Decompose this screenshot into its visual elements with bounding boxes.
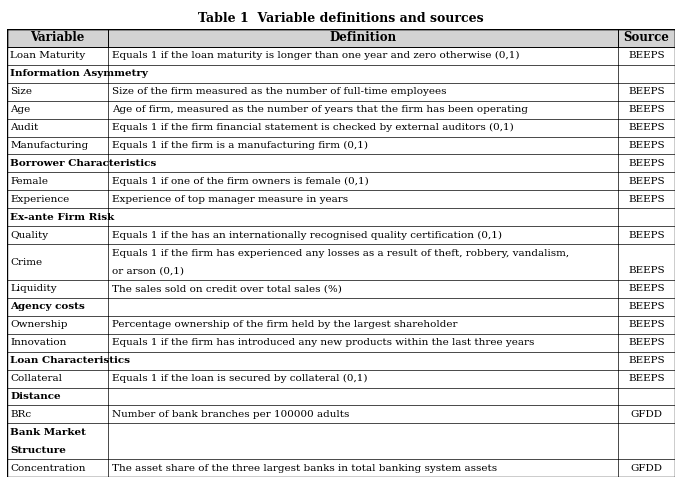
Text: BRc: BRc bbox=[10, 410, 31, 419]
Text: Crime: Crime bbox=[10, 257, 42, 267]
Text: Equals 1 if one of the firm owners is female (0,1): Equals 1 if one of the firm owners is fe… bbox=[112, 177, 368, 186]
Text: BEEPS: BEEPS bbox=[628, 159, 665, 168]
Text: BEEPS: BEEPS bbox=[628, 356, 665, 365]
Text: Equals 1 if the has an internationally recognised quality certification (0,1): Equals 1 if the has an internationally r… bbox=[112, 230, 502, 240]
Text: Borrower Characteristics: Borrower Characteristics bbox=[10, 159, 156, 168]
Text: Structure: Structure bbox=[10, 446, 66, 455]
Text: GFDD: GFDD bbox=[630, 410, 662, 419]
Text: Size: Size bbox=[10, 87, 32, 96]
Text: BEEPS: BEEPS bbox=[628, 230, 665, 240]
Text: Quality: Quality bbox=[10, 230, 48, 240]
Text: Ex-ante Firm Risk: Ex-ante Firm Risk bbox=[10, 213, 115, 222]
Text: Size of the firm measured as the number of full-time employees: Size of the firm measured as the number … bbox=[112, 87, 446, 96]
Text: BEEPS: BEEPS bbox=[628, 141, 665, 150]
Text: Information Asymmetry: Information Asymmetry bbox=[10, 69, 148, 78]
Text: Percentage ownership of the firm held by the largest shareholder: Percentage ownership of the firm held by… bbox=[112, 320, 457, 329]
Text: Agency costs: Agency costs bbox=[10, 302, 85, 311]
Text: Audit: Audit bbox=[10, 123, 38, 132]
Text: BEEPS: BEEPS bbox=[628, 284, 665, 294]
Text: Source: Source bbox=[623, 31, 669, 44]
Text: BEEPS: BEEPS bbox=[628, 195, 665, 204]
Text: Age: Age bbox=[10, 105, 31, 114]
Text: Concentration: Concentration bbox=[10, 464, 86, 473]
Text: Table 1  Variable definitions and sources: Table 1 Variable definitions and sources bbox=[198, 12, 484, 25]
Text: Equals 1 if the firm is a manufacturing firm (0,1): Equals 1 if the firm is a manufacturing … bbox=[112, 141, 368, 150]
Text: BEEPS: BEEPS bbox=[628, 302, 665, 311]
Text: The sales sold on credit over total sales (%): The sales sold on credit over total sale… bbox=[112, 284, 342, 294]
Text: BEEPS: BEEPS bbox=[628, 51, 665, 60]
Text: Liquidity: Liquidity bbox=[10, 284, 57, 294]
Text: Bank Market: Bank Market bbox=[10, 428, 86, 437]
Text: BEEPS: BEEPS bbox=[628, 320, 665, 329]
Text: Loan Characteristics: Loan Characteristics bbox=[10, 356, 130, 365]
Bar bbox=[7, 29, 675, 47]
Text: Experience of top manager measure in years: Experience of top manager measure in yea… bbox=[112, 195, 348, 204]
Text: BEEPS: BEEPS bbox=[628, 374, 665, 383]
Text: Experience: Experience bbox=[10, 195, 70, 204]
Text: Equals 1 if the firm has introduced any new products within the last three years: Equals 1 if the firm has introduced any … bbox=[112, 338, 534, 347]
Text: Equals 1 if the loan maturity is longer than one year and zero otherwise (0,1): Equals 1 if the loan maturity is longer … bbox=[112, 51, 519, 60]
Text: GFDD: GFDD bbox=[630, 464, 662, 473]
Text: Variable: Variable bbox=[31, 31, 85, 44]
Text: BEEPS: BEEPS bbox=[628, 177, 665, 186]
Text: Definition: Definition bbox=[329, 31, 397, 44]
Text: Ownership: Ownership bbox=[10, 320, 68, 329]
Text: BEEPS: BEEPS bbox=[628, 267, 665, 276]
Text: BEEPS: BEEPS bbox=[628, 338, 665, 347]
Text: BEEPS: BEEPS bbox=[628, 105, 665, 114]
Text: Female: Female bbox=[10, 177, 48, 186]
Text: Equals 1 if the loan is secured by collateral (0,1): Equals 1 if the loan is secured by colla… bbox=[112, 374, 367, 383]
Text: Equals 1 if the firm has experienced any losses as a result of theft, robbery, v: Equals 1 if the firm has experienced any… bbox=[112, 249, 569, 257]
Text: Collateral: Collateral bbox=[10, 374, 62, 383]
Text: Age of firm, measured as the number of years that the firm has been operating: Age of firm, measured as the number of y… bbox=[112, 105, 528, 114]
Text: Loan Maturity: Loan Maturity bbox=[10, 51, 85, 60]
Text: Manufacturing: Manufacturing bbox=[10, 141, 89, 150]
Text: or arson (0,1): or arson (0,1) bbox=[112, 267, 183, 276]
Text: BEEPS: BEEPS bbox=[628, 123, 665, 132]
Text: Innovation: Innovation bbox=[10, 338, 67, 347]
Text: Distance: Distance bbox=[10, 392, 61, 401]
Text: The asset share of the three largest banks in total banking system assets: The asset share of the three largest ban… bbox=[112, 464, 497, 473]
Text: BEEPS: BEEPS bbox=[628, 87, 665, 96]
Text: Equals 1 if the firm financial statement is checked by external auditors (0,1): Equals 1 if the firm financial statement… bbox=[112, 123, 514, 132]
Text: Number of bank branches per 100000 adults: Number of bank branches per 100000 adult… bbox=[112, 410, 349, 419]
